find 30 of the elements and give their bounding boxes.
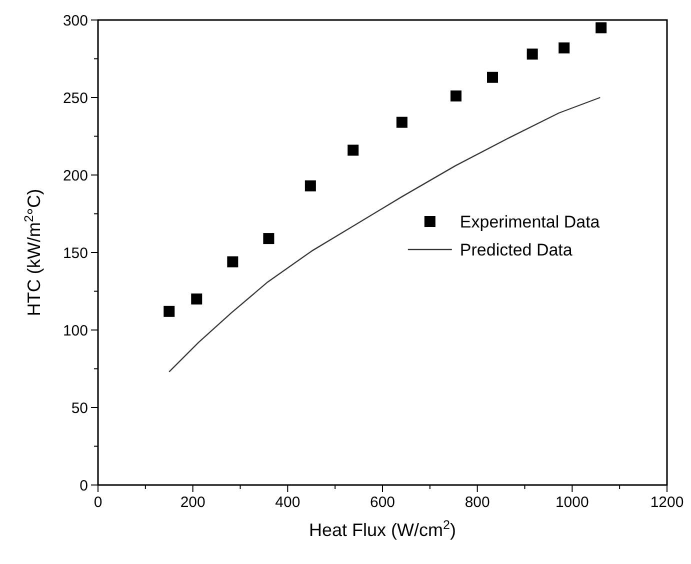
point: [348, 144, 359, 156]
y-tick-label: 150: [62, 244, 88, 262]
point: [396, 116, 408, 128]
y-tick-label: 250: [62, 90, 88, 107]
y-tick-label: 0: [80, 477, 88, 494]
x-tick-label: 800: [464, 494, 490, 511]
point: [450, 90, 462, 102]
x-tick-label: 400: [275, 494, 300, 511]
x-tick-label: 200: [180, 494, 206, 511]
point: [596, 22, 607, 34]
point: [191, 294, 202, 304]
point: [227, 256, 238, 268]
x-axis-title: Heat Flux (W/cm$^{2}$): [308, 518, 456, 540]
point: [304, 180, 316, 192]
point: [558, 42, 570, 54]
legend-label: Predicted Data: [460, 240, 573, 260]
y-tick-label: 200: [62, 167, 88, 184]
x-tick-label: 0: [94, 494, 102, 511]
point: [487, 72, 498, 83]
y-tick-label: 100: [62, 322, 88, 340]
line-series: [168, 96, 601, 372]
x-tick-label: 1000: [555, 494, 589, 511]
legend-label: Experimental Data: [460, 212, 600, 232]
y-tick-label: 50: [71, 400, 88, 417]
y-tick-label: 300: [62, 12, 88, 30]
x-tick-label: 600: [370, 494, 396, 511]
point: [164, 306, 175, 317]
point: [526, 48, 538, 60]
point: [263, 233, 274, 244]
x-tick-label: 1200: [650, 494, 684, 511]
